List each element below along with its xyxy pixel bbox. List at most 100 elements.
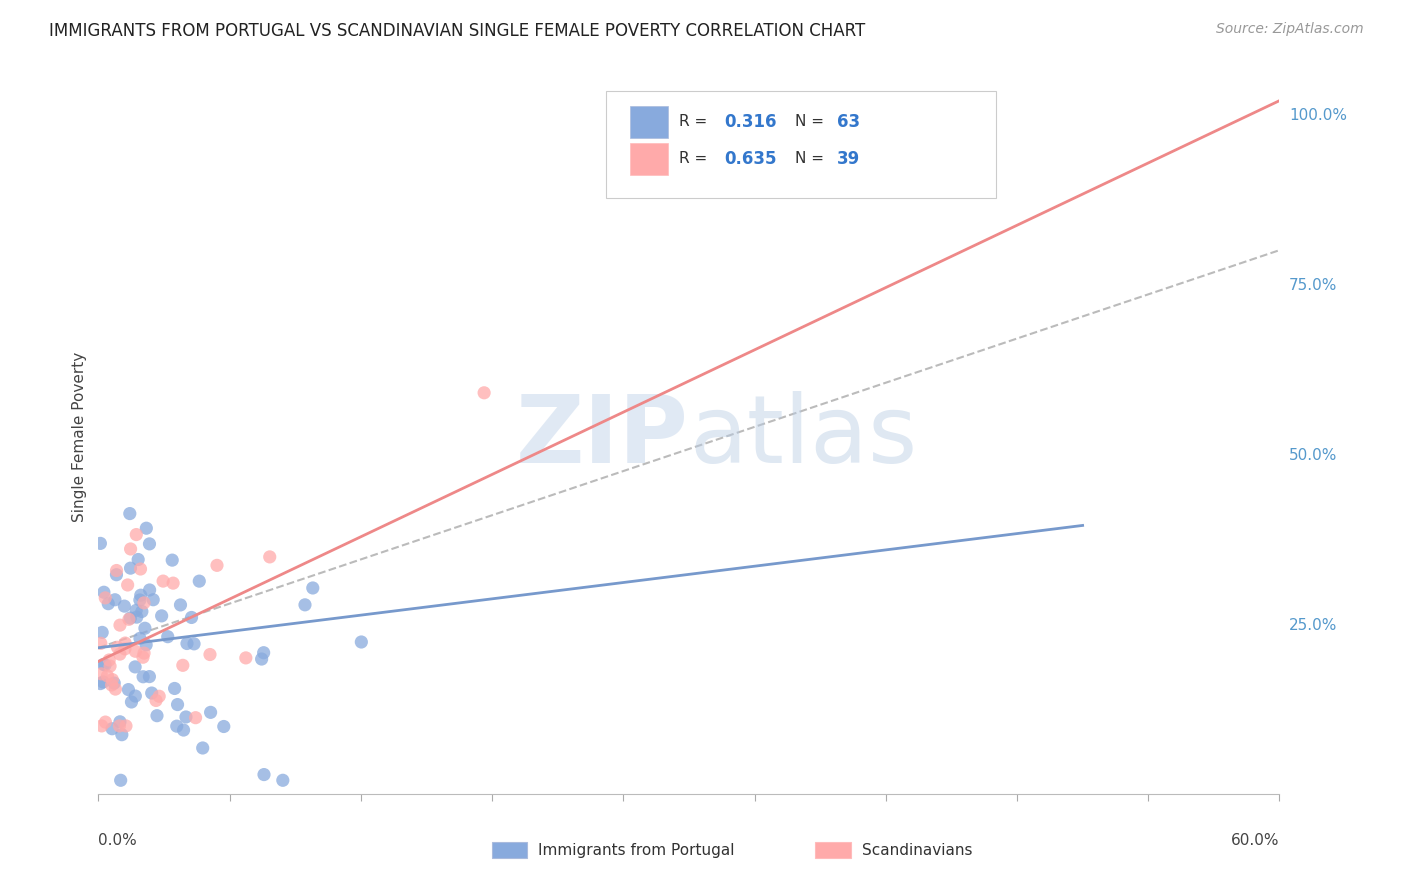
Point [108,714,131,729]
Point [160,553,183,567]
Point [135,638,157,652]
Point [163,681,186,696]
Point [108,647,131,661]
Point [174,710,197,724]
Point [91,625,114,640]
Point [156,630,179,644]
Point [93,585,115,599]
Point [108,618,131,632]
Text: N =: N = [796,152,830,166]
Text: 0.0%: 0.0% [98,833,138,848]
Point [89,676,111,690]
Point [132,596,155,610]
Point [183,637,205,651]
Point [112,599,135,614]
Point [172,658,194,673]
Point [93,657,115,672]
Point [117,682,139,697]
Point [94,591,117,605]
Point [148,690,170,704]
Point [141,686,163,700]
FancyBboxPatch shape [630,143,668,175]
Text: IMMIGRANTS FROM PORTUGAL VS SCANDINAVIAN SINGLE FEMALE POVERTY CORRELATION CHART: IMMIGRANTS FROM PORTUGAL VS SCANDINAVIAN… [49,22,866,40]
Point [115,719,138,733]
Point [124,689,146,703]
Point [108,719,131,733]
Point [250,652,273,666]
Point [169,598,191,612]
Point [90,719,112,733]
Point [188,574,211,589]
Point [91,675,114,690]
Text: 0.316: 0.316 [724,112,778,130]
Point [128,593,150,607]
Text: N =: N = [796,114,830,129]
Point [104,592,127,607]
Point [120,541,142,556]
Point [212,719,235,733]
Text: atlas: atlas [689,391,917,483]
Point [152,574,174,588]
Point [191,741,214,756]
Point [132,670,155,684]
Point [90,666,112,681]
Point [142,592,165,607]
Point [138,670,160,684]
Point [176,636,198,650]
Point [294,598,316,612]
Point [101,673,124,687]
Point [125,603,148,617]
Point [253,646,276,660]
Point [150,608,173,623]
Point [103,676,125,690]
Point [89,536,111,550]
Point [124,644,146,658]
Point [118,507,141,521]
Point [111,728,134,742]
Text: Scandinavians: Scandinavians [862,843,973,857]
Point [114,641,136,656]
Point [125,610,148,624]
Point [166,698,188,712]
Point [472,385,495,400]
Point [118,612,141,626]
Point [129,562,152,576]
Point [205,558,228,573]
Point [253,767,276,781]
Point [301,581,323,595]
Point [120,611,142,625]
Point [138,537,160,551]
Point [114,636,136,650]
Point [96,669,118,683]
Point [180,610,202,624]
Point [117,578,139,592]
FancyBboxPatch shape [630,105,668,137]
Point [135,521,157,535]
Text: Source: ZipAtlas.com: Source: ZipAtlas.com [1216,22,1364,37]
Point [105,564,128,578]
Point [105,567,128,582]
Text: R =: R = [679,152,713,166]
Text: 0.635: 0.635 [724,150,778,168]
Point [134,621,156,635]
Point [166,719,188,733]
Point [200,706,222,720]
Point [173,723,195,737]
Text: ZIP: ZIP [516,391,689,483]
Point [120,695,142,709]
Point [138,582,160,597]
Point [146,708,169,723]
Point [198,648,221,662]
Point [132,646,155,660]
Text: 63: 63 [837,112,859,130]
Text: 39: 39 [837,150,860,168]
Point [162,576,184,591]
Point [271,773,294,788]
Text: R =: R = [679,114,713,129]
Point [100,678,122,692]
Point [132,650,155,665]
Text: Immigrants from Portugal: Immigrants from Portugal [538,843,735,857]
Point [127,552,149,566]
Point [131,605,153,619]
Point [350,635,373,649]
